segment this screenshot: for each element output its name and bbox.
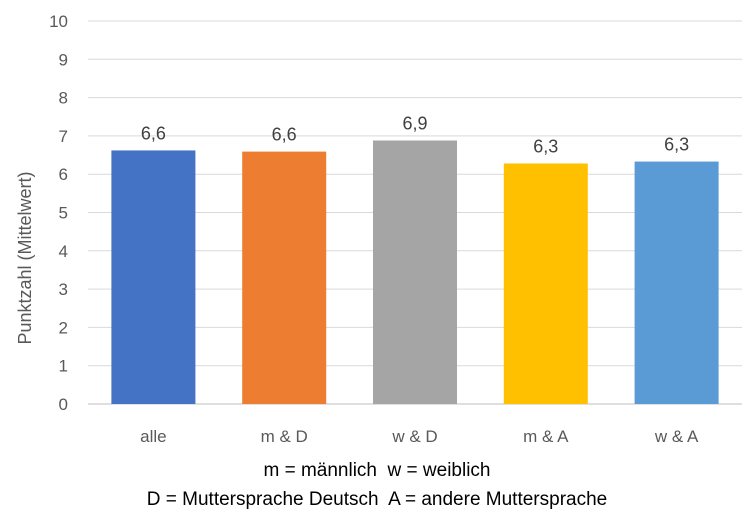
bar [111,150,196,404]
y-tick-label: 6 [59,165,68,184]
x-tick-label: m & D [261,427,308,446]
y-tick-label: 2 [59,318,68,337]
x-tick-label: w & D [391,427,437,446]
legend-note-language: D = Muttersprache Deutsch A = andere Mut… [146,489,608,510]
legend-note-gender: m = männlich w = weiblich [263,460,491,481]
bar [242,151,327,404]
bars [111,140,719,404]
bar [503,163,588,404]
y-tick-label: 0 [59,395,68,414]
bar [634,161,719,404]
y-tick-label: 9 [59,50,68,69]
y-tick-label: 3 [59,280,68,299]
x-tick-label: w & A [654,427,699,446]
x-axis-ticks: alle m & D w & D m & A w & A [140,427,699,446]
y-tick-label: 7 [59,127,68,146]
y-axis-ticks: 0 1 2 3 4 5 6 7 8 9 10 [49,12,68,414]
y-axis-label: Punktzahl (Mittelwert) [15,171,35,344]
data-label: 6,6 [141,123,166,143]
data-label: 6,6 [272,125,297,145]
data-label: 6,9 [402,113,427,133]
x-tick-label: m & A [523,427,569,446]
y-tick-label: 4 [59,242,68,261]
bar [373,140,457,404]
data-label: 6,3 [664,135,689,155]
y-tick-label: 10 [49,12,68,31]
x-tick-label: alle [140,427,166,446]
data-label: 6,3 [533,136,558,156]
data-labels: 6,6 6,6 6,9 6,3 6,3 [141,113,689,156]
y-tick-label: 1 [59,357,68,376]
y-tick-label: 8 [59,89,68,108]
y-tick-label: 5 [59,204,68,223]
